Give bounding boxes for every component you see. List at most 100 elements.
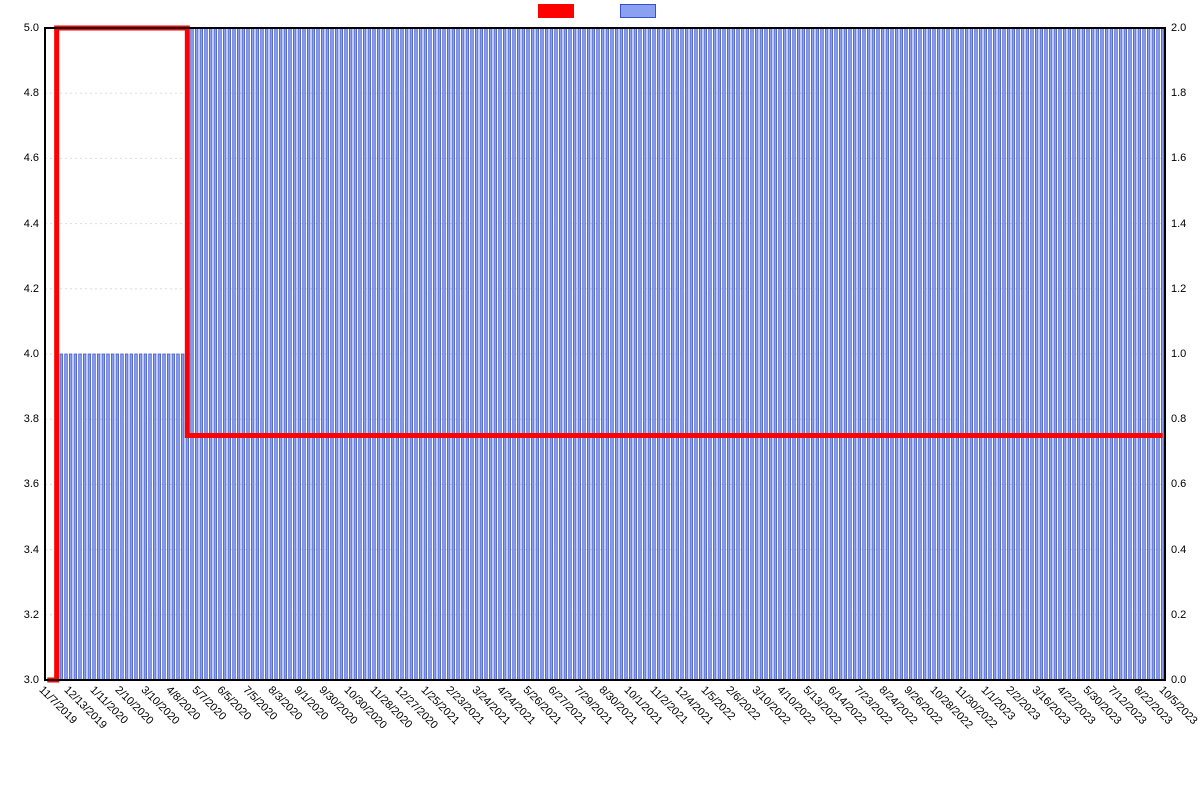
bar bbox=[699, 28, 702, 680]
bar bbox=[321, 28, 324, 680]
bar bbox=[419, 28, 422, 680]
bar bbox=[475, 28, 478, 680]
bar bbox=[466, 28, 469, 680]
bar bbox=[1143, 28, 1146, 680]
bar bbox=[555, 28, 558, 680]
bar bbox=[359, 28, 362, 680]
bar bbox=[998, 28, 1001, 680]
bar bbox=[410, 28, 413, 680]
y-right-tick: 1.0 bbox=[1171, 348, 1186, 360]
bar bbox=[755, 28, 758, 680]
bar bbox=[363, 28, 366, 680]
bar bbox=[1021, 28, 1024, 680]
bar bbox=[937, 28, 940, 680]
bar bbox=[849, 28, 852, 680]
bar bbox=[433, 28, 436, 680]
bar bbox=[1012, 28, 1015, 680]
y-left-tick: 5.0 bbox=[24, 22, 39, 34]
bar bbox=[522, 28, 525, 680]
bar bbox=[438, 28, 441, 680]
bar bbox=[681, 28, 684, 680]
y-right-tick: 1.6 bbox=[1171, 152, 1186, 164]
y-right-tick: 1.4 bbox=[1171, 218, 1186, 230]
bar bbox=[793, 28, 796, 680]
bar bbox=[569, 28, 572, 680]
bar bbox=[671, 28, 674, 680]
bar bbox=[517, 28, 520, 680]
bar bbox=[139, 354, 142, 680]
bar bbox=[541, 28, 544, 680]
bar bbox=[872, 28, 875, 680]
bar bbox=[816, 28, 819, 680]
bar bbox=[1091, 28, 1094, 680]
bar bbox=[951, 28, 954, 680]
legend-swatch-bar bbox=[620, 4, 656, 18]
bar bbox=[970, 28, 973, 680]
bar bbox=[653, 28, 656, 680]
y-left-tick: 4.4 bbox=[24, 218, 39, 230]
bar bbox=[102, 354, 105, 680]
bar bbox=[116, 354, 119, 680]
bar bbox=[667, 28, 670, 680]
bar bbox=[979, 28, 982, 680]
bar bbox=[149, 354, 152, 680]
bar bbox=[265, 28, 268, 680]
chart-container: 3.03.23.43.63.84.04.24.44.64.85.0 0.00.2… bbox=[0, 0, 1200, 800]
y-right-tick: 2.0 bbox=[1171, 22, 1186, 34]
bar bbox=[219, 28, 222, 680]
bar bbox=[811, 28, 814, 680]
bar bbox=[825, 28, 828, 680]
bar bbox=[111, 354, 114, 680]
x-axis-ticks: 11/7/201912/13/20191/11/20202/10/20203/1… bbox=[0, 680, 1200, 800]
bar bbox=[947, 28, 950, 680]
bar bbox=[1133, 28, 1136, 680]
bar bbox=[779, 28, 782, 680]
y-right-tick: 0.6 bbox=[1171, 478, 1186, 490]
bar bbox=[415, 28, 418, 680]
bar bbox=[317, 28, 320, 680]
bar bbox=[900, 28, 903, 680]
bar bbox=[835, 28, 838, 680]
bar bbox=[727, 28, 730, 680]
bar bbox=[625, 28, 628, 680]
bar bbox=[1077, 28, 1080, 680]
bar bbox=[867, 28, 870, 680]
bar bbox=[615, 28, 618, 680]
legend-swatch-line bbox=[538, 4, 574, 18]
bar bbox=[965, 28, 968, 680]
bar bbox=[1082, 28, 1085, 680]
bar bbox=[251, 28, 254, 680]
bar bbox=[583, 28, 586, 680]
bar bbox=[797, 28, 800, 680]
bar bbox=[643, 28, 646, 680]
bar bbox=[844, 28, 847, 680]
bar bbox=[611, 28, 614, 680]
bar bbox=[247, 28, 250, 680]
bar bbox=[559, 28, 562, 680]
bar bbox=[1152, 28, 1155, 680]
legend-item-bar bbox=[620, 4, 662, 18]
bar bbox=[545, 28, 548, 680]
bar bbox=[592, 28, 595, 680]
bar bbox=[1049, 28, 1052, 680]
bar bbox=[956, 28, 959, 680]
bar bbox=[60, 354, 63, 680]
bar bbox=[485, 28, 488, 680]
bar bbox=[1059, 28, 1062, 680]
bar bbox=[858, 28, 861, 680]
bar bbox=[228, 28, 231, 680]
bar bbox=[536, 28, 539, 680]
bar bbox=[233, 28, 236, 680]
bar bbox=[587, 28, 590, 680]
bar bbox=[93, 354, 96, 680]
bar bbox=[676, 28, 679, 680]
bar bbox=[737, 28, 740, 680]
bar bbox=[760, 28, 763, 680]
y-left-tick: 4.6 bbox=[24, 152, 39, 164]
bar bbox=[891, 28, 894, 680]
bar bbox=[163, 354, 166, 680]
bar bbox=[153, 354, 156, 680]
bar bbox=[606, 28, 609, 680]
bar bbox=[531, 28, 534, 680]
bar bbox=[657, 28, 660, 680]
